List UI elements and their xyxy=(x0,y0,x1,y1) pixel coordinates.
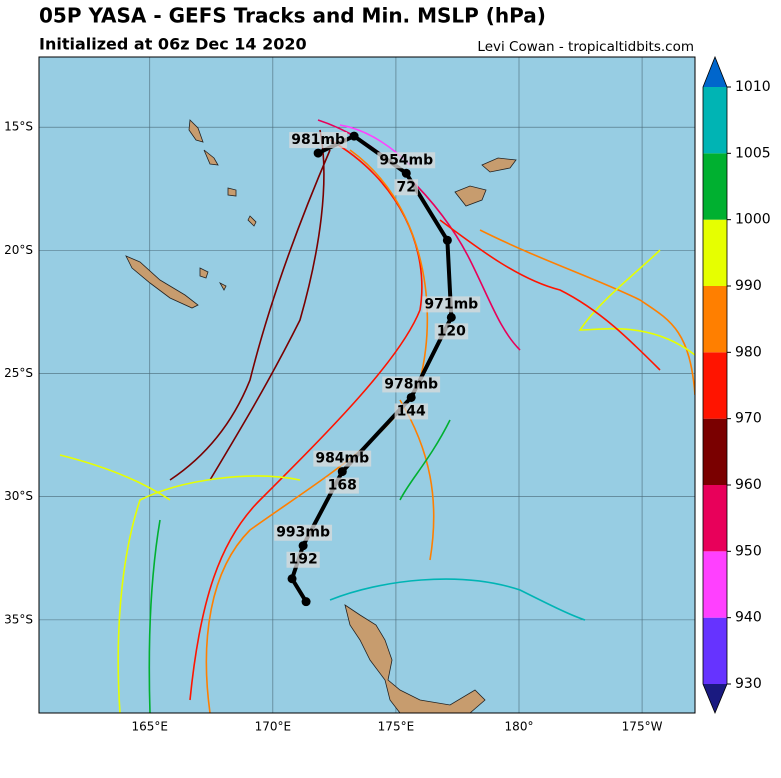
track-point xyxy=(287,574,297,584)
track-label: 72 xyxy=(397,179,416,195)
colorbar-label: 960 xyxy=(735,477,762,493)
track-label-box xyxy=(377,152,436,169)
x-tick-label: 175°E xyxy=(378,720,415,734)
colorbar-under xyxy=(703,684,727,713)
ocean xyxy=(39,57,695,713)
track-label-box xyxy=(434,323,469,340)
x-tick-label: 165°E xyxy=(132,720,169,734)
colorbar-label: 980 xyxy=(735,344,762,360)
colorbar-label: 1010 xyxy=(735,79,771,95)
track-point xyxy=(442,235,452,245)
track-label: 993mb xyxy=(276,525,330,541)
colorbar-bin xyxy=(703,485,727,552)
track-point xyxy=(401,168,411,178)
track-point xyxy=(337,467,347,477)
y-tick-label: 35°S xyxy=(4,612,33,626)
colorbar-bin xyxy=(703,551,727,618)
colorbar-label: 970 xyxy=(735,411,762,427)
track-label-box xyxy=(394,403,429,420)
colorbar-bin xyxy=(703,418,727,485)
y-tick-label: 20°S xyxy=(4,243,33,257)
track-label: 984mb xyxy=(315,451,369,467)
title: 05P YASA - GEFS Tracks and Min. MSLP (hP… xyxy=(39,4,546,28)
track-label: 192 xyxy=(289,552,318,568)
track-label-box xyxy=(422,296,481,313)
track-point xyxy=(406,392,416,402)
track-label-box xyxy=(313,450,372,467)
colorbar-bin xyxy=(703,153,727,220)
colorbar-bin xyxy=(703,352,727,419)
colorbar-bin xyxy=(703,219,727,286)
subtitle: Initialized at 06z Dec 14 2020 xyxy=(39,35,307,54)
track-label: 120 xyxy=(437,323,466,339)
track-label: 971mb xyxy=(424,296,478,312)
x-tick-label: 180° xyxy=(505,720,534,734)
track-label-box xyxy=(274,524,333,541)
track-label-box xyxy=(286,551,320,568)
y-tick-label: 15°S xyxy=(4,120,33,134)
track-point xyxy=(349,131,359,141)
colorbar-label: 940 xyxy=(735,610,762,626)
colorbar-over xyxy=(703,57,727,87)
track-label-box xyxy=(394,179,419,196)
colorbar-bin xyxy=(703,286,727,353)
colorbar-label: 1000 xyxy=(735,212,771,228)
track-point xyxy=(446,312,456,322)
y-tick-label: 30°S xyxy=(4,489,33,503)
track-point xyxy=(301,597,311,607)
track-label: 978mb xyxy=(384,376,438,392)
track-label: 981mb xyxy=(291,132,345,148)
colorbar-bin xyxy=(703,617,727,684)
x-tick-label: 175°W xyxy=(622,720,663,734)
x-tick-label: 170°E xyxy=(255,720,292,734)
colorbar-label: 950 xyxy=(735,543,762,559)
colorbar-label: 930 xyxy=(735,676,762,692)
credit: Levi Cowan - tropicaltidbits.com xyxy=(477,39,694,55)
track-label-box xyxy=(289,132,348,149)
track-label: 144 xyxy=(397,403,426,419)
track-point xyxy=(298,541,308,551)
colorbar-bin xyxy=(703,87,727,154)
track-label-box xyxy=(382,376,441,393)
colorbar-label: 1005 xyxy=(735,145,771,161)
track-point xyxy=(313,148,323,158)
track-label: 168 xyxy=(328,478,357,494)
track-label: 954mb xyxy=(379,152,433,168)
colorbar-label: 990 xyxy=(735,278,762,294)
y-tick-label: 25°S xyxy=(4,366,33,380)
land xyxy=(125,119,517,713)
track-label-box xyxy=(325,477,359,494)
map-frame xyxy=(38,56,696,714)
